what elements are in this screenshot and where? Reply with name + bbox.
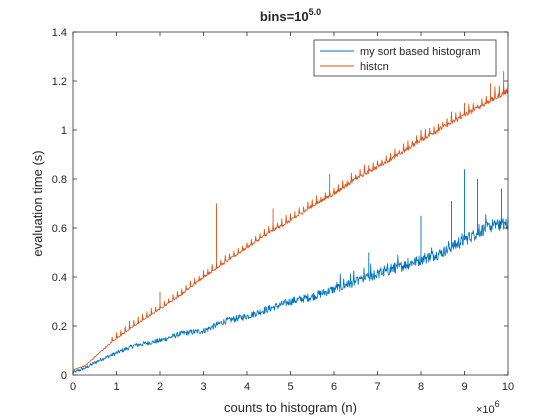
plot-area — [73, 32, 508, 375]
x-tick-label: 2 — [157, 381, 163, 393]
x-tick-label: 10 — [502, 381, 514, 393]
x-axis-multiplier-base: ×10 — [476, 404, 495, 416]
x-tick-label: 7 — [374, 381, 380, 393]
y-tick-label: 1.2 — [52, 76, 67, 88]
y-tick-label: 0.8 — [52, 174, 67, 186]
legend: my sort based histogram histcn — [313, 39, 497, 77]
x-tick-label: 9 — [461, 381, 467, 393]
x-tick-label: 0 — [70, 381, 76, 393]
y-axis-label: evaluation time (s) — [30, 150, 45, 256]
legend-box — [313, 39, 497, 77]
x-tick-label: 3 — [200, 381, 206, 393]
x-tick-label: 6 — [331, 381, 337, 393]
y-tick-label: 0.4 — [52, 272, 67, 284]
series-group — [72, 71, 509, 374]
x-axis-multiplier-exponent: 6 — [495, 399, 500, 409]
y-tick-label: 1.4 — [52, 27, 67, 39]
x-axis-multiplier: ×106 — [476, 399, 500, 416]
chart-title-base: bins=10 — [260, 9, 309, 24]
y-tick-label: 1 — [61, 125, 67, 137]
x-tick-label: 1 — [113, 381, 119, 393]
series-line-sort-histogram — [72, 214, 509, 374]
x-tick-label: 8 — [418, 381, 424, 393]
y-tick-label: 0 — [61, 370, 67, 382]
legend-entry-sort-histogram: my sort based histogram — [360, 46, 480, 58]
ticks-group: 0 1 2 3 4 5 6 7 8 9 10 0 0.2 0.4 0.6 0.8 1 1.2 1.4 — [52, 27, 514, 393]
chart-title-exponent: 5.0 — [309, 7, 322, 17]
series-line-histcn — [72, 83, 509, 371]
x-tick-label: 5 — [287, 381, 293, 393]
x-axis-label: counts to histogram (n) — [224, 400, 357, 415]
chart-title: bins=105.0 — [260, 7, 321, 24]
x-tick-label: 4 — [244, 381, 250, 393]
y-tick-label: 0.2 — [52, 321, 67, 333]
y-tick-label: 0.6 — [52, 223, 67, 235]
legend-entry-histcn: histcn — [360, 61, 389, 73]
